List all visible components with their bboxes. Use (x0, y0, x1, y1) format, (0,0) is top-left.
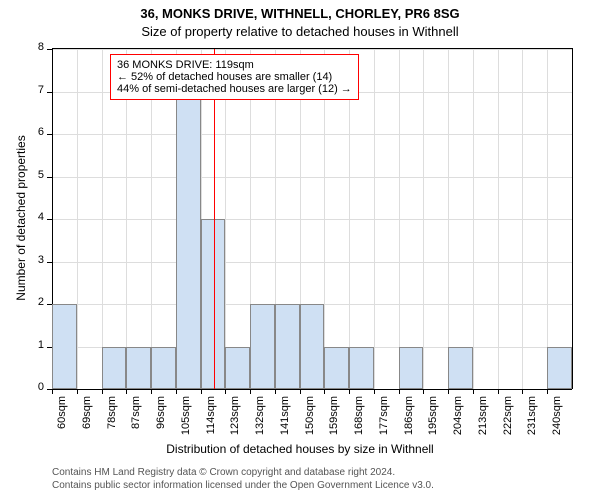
x-tick-label: 168sqm (353, 396, 365, 448)
gridline-h (52, 49, 572, 50)
x-tick-label: 69sqm (81, 396, 93, 448)
x-tick-label: 105sqm (180, 396, 192, 448)
gridline-v (374, 49, 375, 389)
y-tick-label: 1 (30, 339, 44, 351)
y-tick-label: 8 (30, 41, 44, 53)
gridline-v (225, 49, 226, 389)
x-tick-label: 114sqm (205, 396, 217, 448)
x-tick-label: 195sqm (427, 396, 439, 448)
gridline-v (498, 49, 499, 389)
gridline-v (473, 49, 474, 389)
gridline-v (102, 49, 103, 389)
histogram-bar (324, 347, 349, 390)
y-tick-label: 6 (30, 126, 44, 138)
y-tick-label: 0 (30, 381, 44, 393)
attribution-line-2: Contains public sector information licen… (52, 479, 434, 492)
y-tick-label: 2 (30, 296, 44, 308)
histogram-bar (250, 304, 275, 389)
histogram-bar (151, 347, 176, 390)
y-axis-label: Number of detached properties (14, 118, 28, 318)
gridline-v (448, 49, 449, 389)
chart-container: 36, MONKS DRIVE, WITHNELL, CHORLEY, PR6 … (0, 0, 600, 500)
histogram-bar (349, 347, 374, 390)
annotation-line-2: ← 52% of detached houses are smaller (14… (117, 71, 352, 83)
annotation-box: 36 MONKS DRIVE: 119sqm ← 52% of detached… (110, 54, 359, 100)
x-tick-label: 78sqm (106, 396, 118, 448)
gridline-v (547, 49, 548, 389)
y-tick-label: 4 (30, 211, 44, 223)
x-axis-line (52, 389, 572, 390)
attribution: Contains HM Land Registry data © Crown c… (52, 466, 434, 492)
x-tick-label: 141sqm (279, 396, 291, 448)
histogram-bar (547, 347, 572, 390)
attribution-line-1: Contains HM Land Registry data © Crown c… (52, 466, 434, 479)
gridline-h (52, 134, 572, 135)
chart-title: 36, MONKS DRIVE, WITHNELL, CHORLEY, PR6 … (0, 6, 600, 21)
histogram-bar (126, 347, 151, 390)
histogram-bar (300, 304, 325, 389)
histogram-bar (275, 304, 300, 389)
property-marker-line (214, 49, 215, 389)
gridline-v (77, 49, 78, 389)
x-tick-label: 87sqm (130, 396, 142, 448)
gridline-v (151, 49, 152, 389)
gridline-h (52, 177, 572, 178)
x-tick-label: 177sqm (378, 396, 390, 448)
histogram-bar (52, 304, 77, 389)
x-tick-label: 204sqm (452, 396, 464, 448)
x-tick-label: 96sqm (155, 396, 167, 448)
annotation-line-1: 36 MONKS DRIVE: 119sqm (117, 59, 352, 71)
gridline-h (52, 219, 572, 220)
gridline-v (522, 49, 523, 389)
x-tick-label: 222sqm (502, 396, 514, 448)
y-tick-label: 5 (30, 169, 44, 181)
gridline-v (349, 49, 350, 389)
gridline-v (423, 49, 424, 389)
histogram-bar (102, 347, 127, 390)
y-tick-label: 3 (30, 254, 44, 266)
x-tick-label: 186sqm (403, 396, 415, 448)
annotation-line-3: 44% of semi-detached houses are larger (… (117, 83, 352, 95)
histogram-bar (201, 219, 226, 389)
x-tick-label: 123sqm (229, 396, 241, 448)
histogram-bar (448, 347, 473, 390)
gridline-v (399, 49, 400, 389)
x-tick-label: 60sqm (56, 396, 68, 448)
x-tick-label: 213sqm (477, 396, 489, 448)
x-tick-label: 240sqm (551, 396, 563, 448)
x-tick-label: 132sqm (254, 396, 266, 448)
x-tick-label: 150sqm (304, 396, 316, 448)
gridline-v (324, 49, 325, 389)
histogram-bar (176, 92, 201, 390)
x-tick-label: 159sqm (328, 396, 340, 448)
chart-subtitle: Size of property relative to detached ho… (0, 24, 600, 39)
gridline-h (52, 262, 572, 263)
x-tick-label: 231sqm (526, 396, 538, 448)
histogram-bar (225, 347, 250, 390)
gridline-v (126, 49, 127, 389)
histogram-bar (399, 347, 424, 390)
y-tick-label: 7 (30, 84, 44, 96)
